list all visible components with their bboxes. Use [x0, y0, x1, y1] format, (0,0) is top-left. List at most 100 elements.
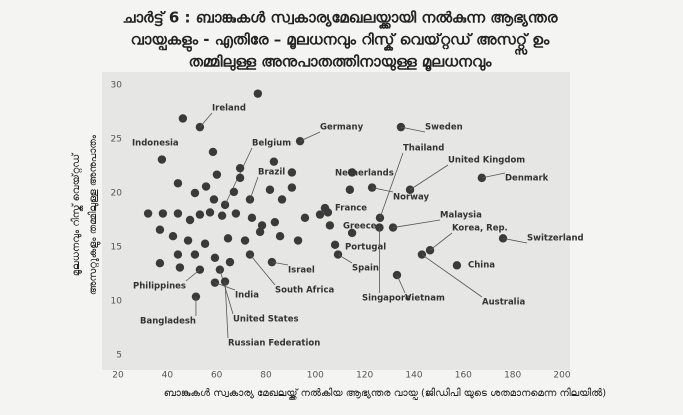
y-tick-label: 20: [111, 189, 123, 199]
point-label: Norway: [393, 193, 429, 203]
x-tick-label: 120: [356, 371, 373, 381]
point: [300, 213, 310, 223]
point-label: United Kingdom: [448, 156, 525, 166]
point-label: Denmark: [505, 174, 549, 184]
leader-line: [337, 254, 353, 264]
leader-line: [185, 269, 201, 282]
point-label: Netherlands: [335, 169, 394, 179]
point: [375, 213, 385, 223]
point: [223, 234, 233, 243]
point-label: Germany: [320, 123, 364, 133]
y-tick-label: 10: [111, 297, 123, 307]
leader-line: [392, 219, 441, 228]
point: [173, 209, 183, 218]
point: [173, 250, 183, 259]
point: [293, 236, 303, 245]
point-label: Singapore: [362, 294, 411, 304]
point: [158, 209, 168, 218]
leader-line: [224, 281, 229, 339]
leader-line: [199, 112, 213, 128]
point: [477, 173, 487, 183]
point-label: Russian Federation: [228, 339, 320, 349]
point-label: Sweden: [425, 123, 463, 133]
point: [247, 213, 257, 223]
leader-line: [249, 254, 276, 286]
x-axis-label: ബാങ്കുകൾ സ്വകാര്യ മേഖലയ്ക്ക് നൽകിയ ആഭ്യന…: [164, 387, 607, 400]
y-tick-label: 5: [116, 351, 122, 361]
point-label: Australia: [482, 298, 526, 308]
point: [168, 232, 178, 241]
point-label: Bangladesh: [140, 317, 196, 327]
x-tick-label: 140: [405, 371, 422, 381]
leader-line: [371, 187, 394, 193]
point-label: Brazil: [258, 168, 285, 178]
point: [315, 210, 325, 219]
x-tick-label: 200: [553, 371, 570, 381]
point-label: Switzerland: [527, 234, 584, 244]
point: [212, 170, 222, 179]
y-axis-label: അസറ്റുകളും തമ്മിലുള്ള അനുപാതം: [87, 134, 101, 295]
point: [269, 157, 279, 166]
point: [325, 221, 335, 230]
plot-area: [102, 72, 570, 370]
point: [347, 228, 357, 238]
point-label: Thailand: [403, 144, 444, 154]
point: [208, 147, 218, 157]
point: [190, 188, 200, 198]
leader-line: [409, 164, 449, 191]
x-tick-label: 100: [307, 371, 324, 381]
x-tick-label: 20: [112, 371, 124, 381]
leader-line: [249, 176, 259, 200]
point: [155, 259, 165, 268]
point: [265, 185, 275, 194]
y-tick-label: 30: [111, 81, 123, 91]
point: [287, 168, 297, 177]
point: [173, 179, 183, 188]
point: [452, 261, 462, 270]
point: [267, 257, 277, 267]
point: [225, 257, 235, 267]
point-label: Korea, Rep.: [452, 224, 508, 234]
y-axis-label: മൂലധനവും റിസ്ക് വെയ്റ്റഡ്: [70, 152, 83, 276]
x-tick-label: 60: [211, 371, 223, 381]
point: [217, 211, 227, 220]
point-label: Portugal: [345, 243, 386, 253]
point: [143, 209, 153, 218]
point: [200, 239, 210, 248]
leader-line: [481, 172, 506, 179]
point: [185, 215, 195, 225]
point: [183, 236, 193, 245]
point: [345, 185, 355, 194]
point: [229, 187, 239, 197]
point-label: France: [335, 204, 367, 214]
point: [275, 232, 285, 241]
chart-title: തമ്മിലുള്ള അനുപാതത്തിനായുള്ള മൂലധനവും: [189, 53, 493, 73]
point: [209, 195, 219, 204]
point: [330, 240, 340, 250]
point: [178, 114, 188, 123]
point: [417, 250, 427, 259]
point-label: Vietnam: [405, 294, 445, 304]
leader-line: [396, 274, 406, 294]
point: [190, 250, 200, 259]
point: [235, 163, 245, 173]
x-tick-label: 160: [455, 371, 472, 381]
point-label: South Africa: [275, 286, 335, 296]
point-label: Indonesia: [132, 139, 179, 149]
point: [396, 122, 406, 132]
y-tick-label: 15: [111, 243, 122, 253]
point: [392, 270, 402, 280]
leader-line: [502, 237, 528, 244]
point-label: Belgium: [252, 139, 291, 149]
point-label: China: [468, 261, 495, 271]
point: [175, 263, 185, 272]
point-label: Malaysia: [440, 211, 482, 221]
x-tick-label: 180: [504, 371, 521, 381]
point: [195, 210, 205, 219]
point: [257, 221, 267, 230]
point: [347, 168, 357, 177]
point-label: United States: [233, 315, 299, 325]
point: [235, 173, 245, 183]
leader-line: [219, 269, 234, 315]
